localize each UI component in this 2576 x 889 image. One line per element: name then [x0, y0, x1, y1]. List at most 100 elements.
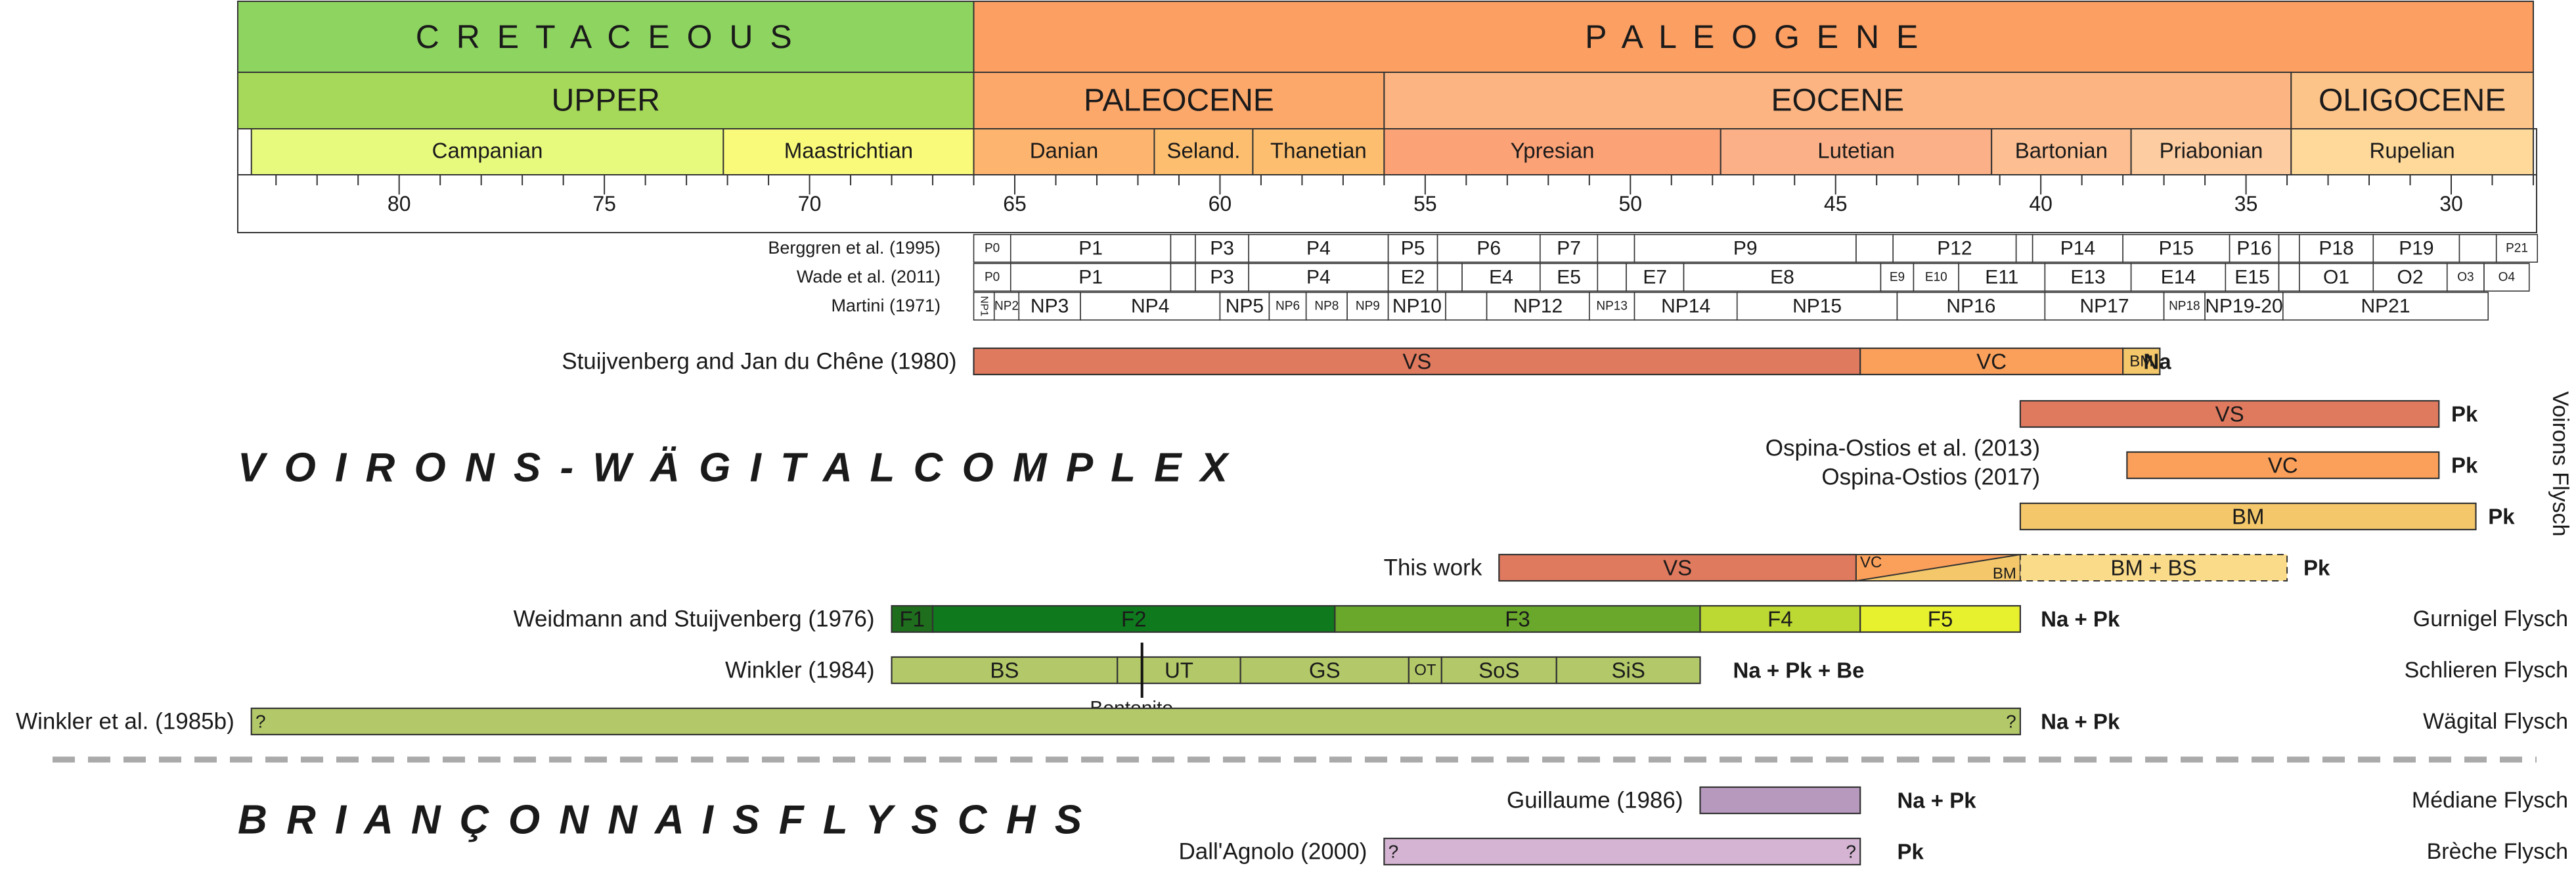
biozone-cell: [2225, 263, 2280, 292]
range-bar-label: BM: [2232, 505, 2265, 529]
biozone-label: P4: [1306, 267, 1331, 288]
biozone-label: P19: [2399, 238, 2433, 260]
dashed-bar-label: BM + BS: [2110, 556, 2196, 580]
biozone-cell: [1436, 263, 1463, 292]
formation-label: Médiane Flysch: [2412, 788, 2568, 813]
biozone-label: P1: [1078, 238, 1103, 260]
biozone-cell: [1219, 292, 1270, 321]
range-bar-label: F2: [1121, 607, 1147, 631]
biozone-cell: [2483, 263, 2530, 292]
biozone-cell: [1736, 292, 1898, 321]
stage-label-5: Ypresian: [1511, 139, 1595, 163]
biozone-cell: [2458, 234, 2497, 263]
range-bar-label: VS: [1663, 556, 1692, 580]
epoch-0: [237, 72, 975, 129]
method-tag: Na + Pk: [2041, 607, 2120, 631]
biozone-label: O4: [2498, 271, 2516, 285]
biozone-label: E4: [1489, 267, 1513, 288]
biozone-scheme-label: Wade et al. (2011): [797, 267, 941, 286]
stage-6: [1720, 128, 1993, 175]
biozone-cell: [1436, 234, 1541, 263]
split-bar-label-a: VC: [1860, 554, 1882, 572]
method-tag: Na + Pk: [2041, 710, 2120, 734]
range-bar-segment: [2019, 502, 2477, 531]
method-tag: Pk: [2303, 556, 2330, 580]
biozone-label: NP17: [2079, 296, 2129, 317]
method-tag: Na + Pk: [1897, 788, 1976, 813]
stage-label-9: Rupelian: [2370, 139, 2455, 163]
reference-label: Guillaume (1986): [1507, 788, 1683, 813]
range-bar-label: VC: [1976, 350, 2007, 374]
range-bar-segment: [1383, 837, 1861, 866]
range-bar-segment: [2019, 399, 2440, 428]
biozone-cell: [973, 263, 1011, 292]
biozone-cell: [2229, 234, 2280, 263]
biozone-label: P4: [1306, 238, 1331, 260]
range-bar-label: OT: [1414, 662, 1436, 679]
biozone-cell: [1170, 263, 1196, 292]
biozone-label: NP1: [979, 296, 990, 316]
biozone-label: P0: [985, 242, 1000, 256]
reference-label-ospina: Ospina-Ostios (2017): [1821, 465, 2040, 490]
stage-label-7: Bartonian: [2015, 139, 2108, 163]
range-bar-label: SoS: [1478, 658, 1519, 683]
biozone-cell: [973, 234, 1011, 263]
biozone-label: E5: [1557, 267, 1581, 288]
biozone-cell: [1880, 263, 1915, 292]
time-axis: [237, 174, 2537, 233]
biozone-label: E14: [2161, 267, 2196, 288]
range-bar-label: F5: [1928, 607, 1953, 631]
biozone-label: E9: [1890, 271, 1905, 285]
biozone-label: E7: [1643, 267, 1667, 288]
biozone-scheme-label: Martini (1971): [831, 296, 941, 315]
biozone-cell: [2299, 234, 2374, 263]
reference-label-ospina: Ospina-Ostios et al. (2013): [1765, 436, 2040, 461]
reference-label: Winkler (1984): [725, 658, 875, 683]
biozone-cell: [1195, 263, 1249, 292]
range-bar-label: F4: [1767, 607, 1793, 631]
epoch-1: [973, 72, 1385, 129]
method-tag: Na: [2143, 350, 2171, 374]
range-bar-label: BS: [990, 658, 1019, 683]
biozone-cell: [2299, 263, 2374, 292]
biozone-cell: [1387, 292, 1446, 321]
biozone-label: P5: [1401, 238, 1425, 260]
biozone-cell: [993, 292, 1020, 321]
biozone-cell: [1597, 234, 1635, 263]
biozone-label: P21: [2506, 242, 2528, 256]
range-bar-label: BM: [2129, 353, 2153, 371]
biozone-label: NP12: [1513, 296, 1563, 317]
biozone-cell: [1461, 263, 1541, 292]
biozone-cell: [1913, 263, 1959, 292]
range-bar-segment: [1498, 553, 1857, 582]
epoch-label-0: UPPER: [552, 83, 660, 118]
range-bar-segment: [1699, 786, 1861, 815]
method-tag: Pk: [2488, 505, 2515, 529]
biozone-label: NP21: [2361, 296, 2410, 317]
formation-label: Brèche Flysch: [2427, 839, 2568, 864]
biozone-label: P0: [985, 271, 1000, 285]
biozone-label: NP2: [994, 300, 1019, 313]
period-1: [973, 1, 2534, 73]
biozone-cell: [2044, 292, 2165, 321]
stage-label-8: Priabonian: [2160, 139, 2263, 163]
biozone-cell: [1683, 263, 1882, 292]
formation-label: Schlieren Flysch: [2405, 658, 2568, 683]
reference-label: This work: [1384, 555, 1482, 581]
stage-4: [1252, 128, 1385, 175]
range-bar-label: SiS: [1611, 658, 1645, 683]
biozone-cell: [1248, 263, 1389, 292]
epoch-label-2: EOCENE: [1771, 83, 1904, 118]
biozone-label: NP8: [1314, 300, 1339, 313]
biozone-label: NP18: [2169, 300, 2200, 313]
reference-label: Dall'Agnolo (2000): [1179, 839, 1367, 865]
period-label-0: C R E T A C E O U S: [416, 18, 796, 55]
range-bar-segment: [1117, 656, 1241, 685]
biozone-cell: [1170, 234, 1196, 263]
biozone-label: P16: [2236, 238, 2271, 260]
biozone-label: E11: [1985, 267, 2018, 288]
biozone-cell: [1305, 292, 1348, 321]
biozone-cell: [1268, 292, 1307, 321]
